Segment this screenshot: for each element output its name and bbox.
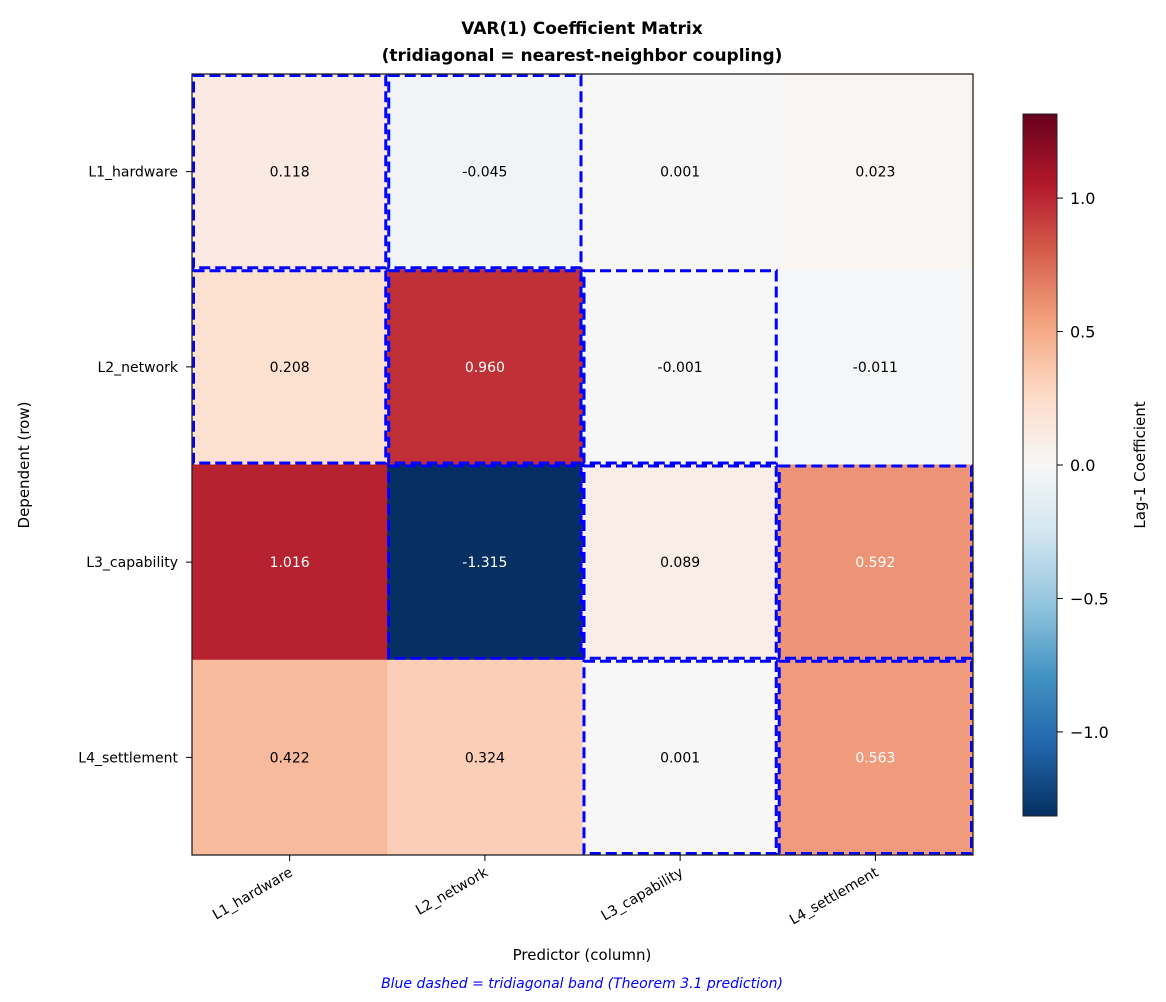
y-tick-label: L1_hardware	[88, 165, 178, 181]
heatmap-cell	[387, 269, 583, 465]
tridiagonal-band-outline	[582, 659, 778, 855]
cell-value-label: 0.324	[465, 750, 505, 766]
colorbar-tick-label: −1.0	[1070, 723, 1109, 742]
cell-value-label: 0.023	[855, 165, 895, 181]
cell-value-label: 1.016	[270, 555, 310, 571]
cell-value-label: 0.592	[855, 555, 895, 571]
cell-value-label: 0.001	[660, 165, 700, 181]
heatmap-cell	[582, 464, 779, 661]
heatmap-cell	[192, 74, 388, 270]
heatmap-cell	[777, 74, 974, 270]
cell-value-label: 0.208	[270, 360, 310, 376]
x-tick-label: L2_network	[413, 864, 492, 919]
heatmap-cell	[387, 464, 583, 661]
heatmap-cell	[387, 659, 583, 856]
cell-value-label: -1.315	[462, 555, 507, 571]
annotation-note: Blue dashed = tridiagonal band (Theorem …	[381, 976, 783, 992]
heatmap-cell	[192, 659, 388, 856]
cell-value-label: 0.422	[270, 750, 310, 766]
cell-value-label: 0.089	[660, 555, 700, 571]
plot-frame	[191, 73, 974, 856]
heatmap-cell	[387, 74, 583, 270]
heatmap-cell	[777, 269, 974, 465]
y-axis-label: Dependent (row)	[15, 402, 33, 529]
y-tick-label: L4_settlement	[78, 750, 178, 766]
heatmap-cell	[582, 269, 779, 465]
tridiagonal-band-outline	[777, 659, 973, 855]
heatmap-cell	[582, 659, 779, 856]
colorbar-tick-label: −0.5	[1070, 589, 1109, 608]
tridiagonal-band-outline	[387, 74, 583, 270]
cell-value-label: 0.960	[465, 360, 505, 376]
colorbar-tick-label: 0.0	[1070, 456, 1095, 475]
tridiagonal-band-outline	[582, 269, 778, 465]
tridiagonal-band-outline	[387, 464, 583, 660]
x-axis-label: Predictor (column)	[513, 946, 652, 964]
colorbar-label: Lag-1 Coefficient	[1131, 401, 1149, 528]
tridiagonal-band-outline	[192, 74, 388, 270]
colorbar	[1022, 113, 1058, 817]
y-tick-label: L3_capability	[86, 555, 178, 571]
tridiagonal-band-outline	[192, 269, 388, 465]
cell-value-label: -0.045	[462, 165, 507, 181]
cell-value-label: -0.011	[853, 360, 898, 376]
heatmap-cell	[777, 659, 974, 856]
chart-title: VAR(1) Coefficient Matrix	[461, 19, 702, 39]
tridiagonal-band-outline	[777, 464, 973, 660]
heatmap-cell	[777, 464, 974, 661]
tridiagonal-band-outline	[582, 464, 778, 660]
cell-value-label: 0.563	[855, 750, 895, 766]
x-tick-label: L4_settlement	[787, 864, 882, 928]
y-tick-label: L2_network	[97, 360, 178, 376]
colorbar-tick-label: 0.5	[1070, 323, 1095, 342]
cell-value-label: 0.118	[270, 165, 310, 181]
x-tick-label: L3_capability	[599, 865, 686, 925]
x-tick-label: L1_hardware	[210, 865, 296, 924]
chart-subtitle: (tridiagonal = nearest-neighbor coupling…	[382, 46, 783, 66]
heatmap-cell	[192, 464, 388, 661]
heatmap-cell	[582, 74, 779, 270]
cell-value-label: 0.001	[660, 750, 700, 766]
heatmap-cell	[192, 269, 388, 465]
tridiagonal-band-outline	[387, 269, 583, 465]
colorbar-tick-label: 1.0	[1070, 189, 1095, 208]
cell-value-label: -0.001	[658, 360, 703, 376]
